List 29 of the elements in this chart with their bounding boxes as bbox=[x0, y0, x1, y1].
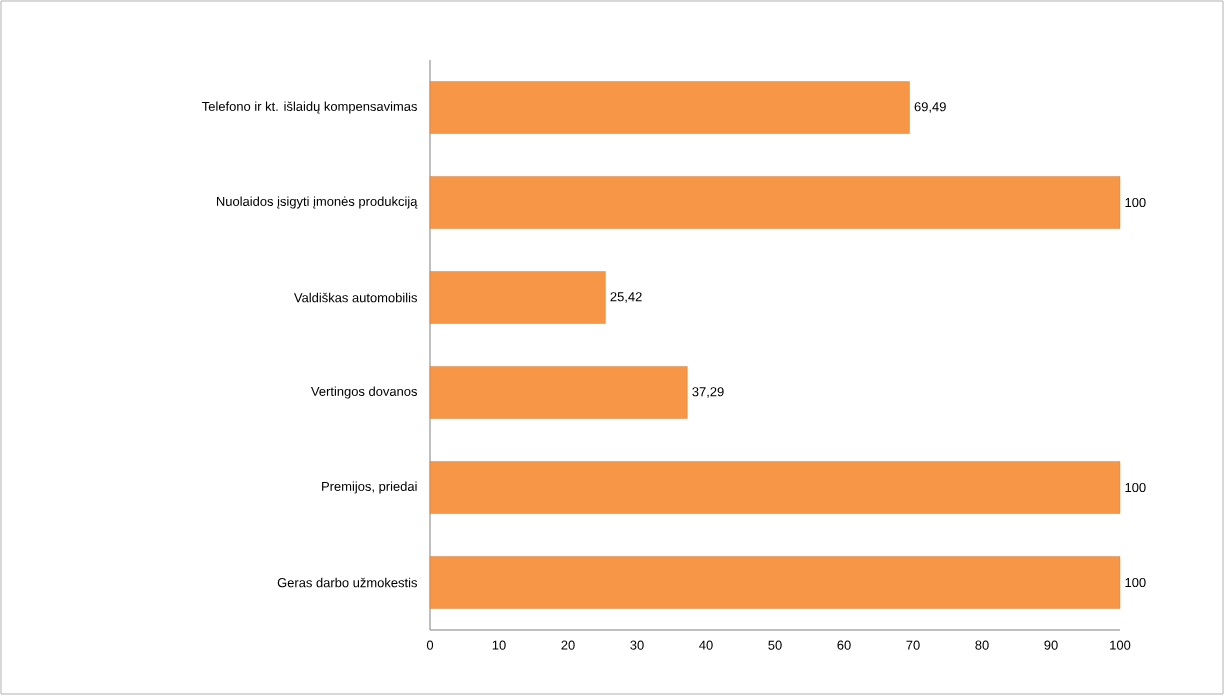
x-tick-label: 30 bbox=[630, 640, 644, 650]
x-tick-label: 90 bbox=[1044, 640, 1058, 650]
bar bbox=[429, 366, 688, 419]
x-tick-label: 60 bbox=[837, 640, 851, 650]
data-label: 25,42 bbox=[610, 292, 642, 303]
y-tick-label: Vertingos dovanos bbox=[310, 386, 417, 399]
y-tick-label: Valdiškas automobilis bbox=[293, 292, 417, 303]
x-tick-label: 20 bbox=[561, 640, 575, 650]
y-tick-label: Geras darbo užmokestis bbox=[277, 577, 417, 588]
data-label: 100 bbox=[1125, 482, 1146, 493]
bar bbox=[429, 556, 1121, 609]
x-tick-label: 80 bbox=[975, 640, 989, 650]
bar bbox=[429, 461, 1121, 514]
bar bbox=[429, 176, 1121, 229]
data-label: 100 bbox=[1125, 577, 1146, 588]
y-tick-label: Nuolaidos įsigyti įmonės produkciją bbox=[216, 196, 418, 209]
x-tick-label: 0 bbox=[426, 640, 434, 650]
bar bbox=[429, 81, 910, 134]
x-tick-label: 40 bbox=[699, 640, 713, 650]
x-tick-label: 100 bbox=[1110, 640, 1131, 650]
x-tick-label: 70 bbox=[906, 640, 920, 650]
x-tick-label: 10 bbox=[492, 640, 506, 650]
data-label: 69,49 bbox=[914, 102, 946, 113]
data-label: 37,29 bbox=[692, 387, 724, 398]
y-tick-label: Telefono ir kt. išlaidų kompensavimas bbox=[202, 101, 417, 114]
x-tick-label: 50 bbox=[768, 640, 782, 650]
data-label: 100 bbox=[1125, 197, 1146, 208]
bar bbox=[429, 271, 606, 324]
y-tick-label: Premijos, priedai bbox=[322, 481, 417, 494]
